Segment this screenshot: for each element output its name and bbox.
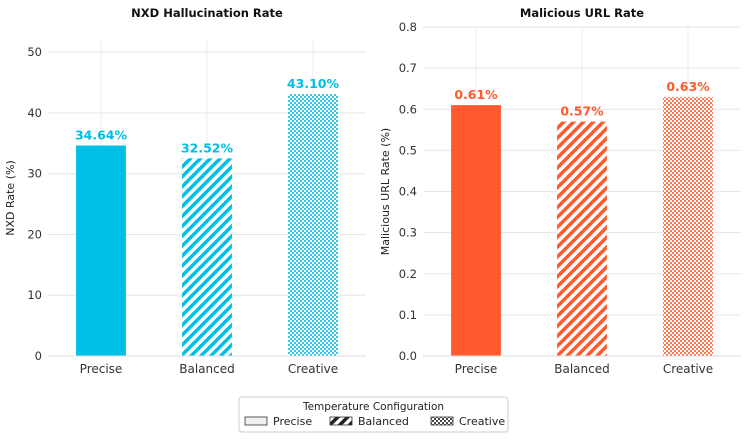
- y-tick-label: 0.7: [399, 61, 417, 75]
- y-tick-label: 0.4: [399, 185, 417, 199]
- y-tick-label: 0.0: [399, 349, 417, 363]
- legend: Temperature Configuration Precise Balanced…: [238, 396, 509, 433]
- y-tick-label: 0.2: [399, 267, 417, 281]
- legend-label: Balanced: [358, 415, 409, 428]
- y-tick-label: 0.6: [399, 102, 417, 116]
- y-tick-label: 0.1: [399, 308, 417, 322]
- legend-swatch-precise: [244, 416, 268, 426]
- bar-balanced: [557, 121, 607, 357]
- bar-precise: [451, 105, 501, 356]
- y-tick-label: 10: [27, 288, 42, 302]
- legend-label: Precise: [273, 415, 312, 428]
- y-tick-label: 50: [27, 45, 42, 59]
- y-tick-label: 20: [27, 227, 42, 241]
- legend-title: Temperature Configuration: [302, 401, 444, 413]
- chart-title: NXD Hallucination Rate: [131, 6, 283, 20]
- bar-precise: [76, 145, 126, 356]
- x-tick-label: Precise: [80, 362, 123, 376]
- y-tick-label: 30: [27, 167, 42, 181]
- x-tick-label: Balanced: [554, 362, 609, 376]
- data-label: 0.57%: [560, 104, 604, 119]
- bar-balanced: [182, 158, 232, 356]
- data-label: 43.10%: [287, 76, 340, 91]
- chart-panel-1: 34.64% Precise 32.52% Balanced 43.10% Creativ…: [4, 6, 366, 376]
- y-axis-label: NXD Rate (%): [4, 160, 17, 236]
- y-tick-label: 0: [35, 349, 42, 363]
- data-label: 34.64%: [75, 127, 128, 142]
- x-tick-label: Precise: [455, 362, 498, 376]
- y-tick-label: 40: [27, 106, 42, 120]
- data-label: 0.63%: [666, 79, 710, 94]
- y-tick-label: 0.3: [399, 226, 417, 240]
- y-tick-label: 0.5: [399, 143, 417, 157]
- x-tick-label: Balanced: [179, 362, 234, 376]
- legend-label: Creative: [459, 415, 505, 428]
- data-label: 32.52%: [181, 140, 234, 155]
- bar-creative: [288, 94, 338, 356]
- legend-swatch-balanced: [329, 416, 353, 426]
- chart-panel-2: 0.61% Precise 0.57% Balanced 0.63% Creative 0.…: [379, 6, 741, 376]
- data-label: 0.61%: [454, 87, 498, 102]
- chart-title: Malicious URL Rate: [520, 6, 644, 20]
- x-tick-label: Creative: [663, 362, 713, 376]
- bar-creative: [663, 96, 713, 356]
- y-tick-label: 0.8: [399, 20, 417, 34]
- x-tick-label: Creative: [288, 362, 338, 376]
- y-axis-label: Malicious URL Rate (%): [379, 128, 392, 255]
- legend-swatch-creative: [430, 416, 454, 426]
